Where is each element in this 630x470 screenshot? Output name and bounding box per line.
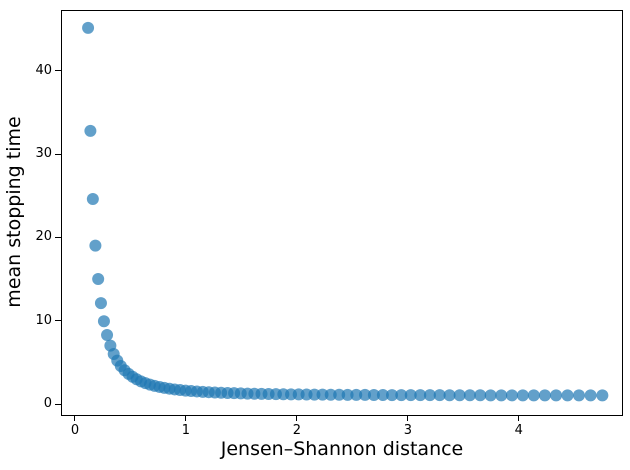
x-tick-label: 3: [403, 423, 412, 438]
scatter-point: [101, 328, 114, 341]
x-tick-mark: [407, 416, 409, 421]
y-tick-label: 0: [43, 396, 52, 411]
y-tick-mark: [55, 236, 61, 238]
x-axis-label: Jensen–Shannon distance: [220, 438, 464, 460]
x-tick-mark: [518, 416, 520, 421]
y-axis-label: mean stopping time: [3, 116, 25, 308]
scatter-point: [84, 124, 97, 137]
scatter-point: [376, 389, 389, 402]
scatter-point: [89, 239, 102, 252]
x-tick-mark: [74, 416, 76, 421]
scatter-point: [414, 389, 427, 402]
y-tick-mark: [55, 70, 61, 72]
scatter-point: [341, 388, 354, 401]
scatter-point: [572, 389, 585, 402]
y-tick-label: 40: [35, 62, 52, 78]
scatter-plot: [82, 21, 609, 402]
scatter-point: [474, 389, 487, 402]
scatter-point: [92, 272, 105, 285]
scatter-point: [367, 389, 380, 402]
scatter-point: [395, 389, 408, 402]
scatter-point: [350, 388, 363, 401]
y-tick-label: 10: [35, 312, 52, 328]
scatter-point: [324, 388, 337, 401]
scatter-point: [82, 21, 95, 34]
scatter-point: [404, 389, 417, 402]
y-tick-label: 20: [35, 229, 52, 245]
y-tick-mark: [55, 403, 61, 405]
scatter-point: [550, 389, 563, 402]
x-tick-mark: [185, 416, 187, 421]
scatter-point: [333, 388, 346, 401]
x-tick-label: 4: [514, 423, 523, 438]
scatter-point: [359, 388, 372, 401]
scatter-point: [86, 193, 99, 206]
scatter-point: [484, 389, 497, 402]
scatter-point: [538, 389, 551, 402]
y-tick-mark: [55, 153, 61, 155]
scatter-point: [463, 389, 476, 402]
scatter-point: [596, 389, 609, 402]
scatter-point: [516, 389, 529, 402]
y-tick-mark: [55, 320, 61, 322]
y-tick-label: 30: [35, 146, 52, 162]
scatter-point: [94, 297, 107, 310]
scatter-point: [453, 389, 466, 402]
scatter-point: [584, 389, 597, 402]
scatter-point: [561, 389, 574, 402]
scatter-point: [385, 389, 398, 402]
x-tick-mark: [296, 416, 298, 421]
scatter-point: [527, 389, 540, 402]
scatter-point: [97, 315, 110, 328]
x-tick-label: 2: [292, 423, 302, 438]
x-tick-label: 0: [70, 423, 80, 438]
scatter-point: [423, 389, 436, 402]
plot-area: [61, 10, 623, 416]
scatter-point: [495, 389, 508, 402]
scatter-point: [443, 389, 456, 402]
scatter-point: [433, 389, 446, 402]
x-tick-label: 1: [181, 423, 191, 438]
scatter-point: [505, 389, 518, 402]
